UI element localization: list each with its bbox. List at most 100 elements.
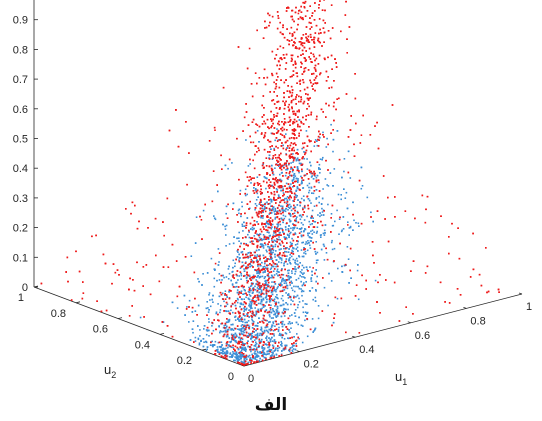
data-point [349,225,352,228]
data-point [203,325,206,327]
data-point [282,188,284,190]
data-point [292,348,295,350]
data-point [318,32,320,35]
data-point [239,302,242,305]
data-point [266,344,268,346]
data-point [266,231,269,233]
data-point [331,248,334,251]
data-point [292,70,295,72]
data-point [310,164,312,167]
data-point [266,215,269,217]
data-point [300,182,303,185]
data-point [297,250,299,252]
data-point [249,309,251,311]
data-point [355,284,358,286]
data-point [250,359,253,361]
data-point [224,329,227,332]
data-point [243,324,246,327]
data-point [249,200,251,203]
data-point [238,316,241,318]
data-point [263,319,266,321]
data-point [302,290,305,293]
data-point [345,191,348,194]
data-point [245,261,247,263]
data-point [258,360,261,362]
data-point [248,274,251,277]
data-point [256,151,258,153]
data-point [294,206,296,208]
u2-tick-label: 0.4 [135,339,150,351]
data-point [251,332,253,335]
data-point [393,281,396,284]
data-point [284,68,287,70]
data-point [251,283,253,285]
data-point [260,215,262,217]
data-point [222,350,225,353]
data-point [305,26,308,28]
data-point [253,347,255,350]
data-point [307,240,309,242]
data-point [372,220,374,223]
data-point [302,207,304,209]
data-point [186,306,188,308]
data-point [247,345,249,348]
data-point [271,354,273,356]
data-point [272,299,274,302]
data-point [302,273,304,275]
data-point [288,277,291,279]
data-point [282,303,285,306]
data-point [310,52,312,54]
data-point [281,268,283,270]
data-point [282,299,284,302]
data-point [297,55,299,58]
data-point [289,215,292,217]
data-point [245,266,247,269]
data-point [241,251,244,253]
data-point [281,218,283,221]
data-point [246,273,248,276]
data-point [226,352,229,355]
data-point [232,208,234,210]
data-point [247,297,250,300]
data-point [277,139,280,141]
data-point [232,286,235,288]
data-point [257,216,260,218]
data-point [315,232,318,234]
data-point [247,256,249,258]
data-point [290,60,293,62]
data-point [202,209,205,212]
data-point [448,236,450,238]
data-point [266,298,268,301]
data-point [224,290,227,292]
data-point [258,234,260,237]
data-point [325,102,327,105]
data-point [244,328,247,331]
data-point [248,291,251,293]
data-point [264,343,267,345]
data-point [306,335,309,338]
data-point [221,292,224,295]
data-point [346,38,348,40]
data-point [277,349,279,352]
z-tick-label: 0.6 [13,104,28,116]
data-point [273,289,275,292]
data-point [225,234,227,236]
data-point [276,238,278,240]
data-point [219,346,221,348]
data-point [274,349,277,351]
data-point [264,243,267,246]
data-point [314,296,317,299]
data-point [263,271,265,273]
data-point [317,259,319,261]
data-point [261,347,263,349]
data-point [194,340,197,342]
data-point [275,85,278,88]
data-point [298,162,301,165]
data-point [282,211,284,214]
data-point [313,79,316,81]
data-point [232,242,235,245]
data-point [268,328,270,331]
data-point [256,287,259,289]
data-point [304,315,307,317]
data-point [304,250,307,253]
